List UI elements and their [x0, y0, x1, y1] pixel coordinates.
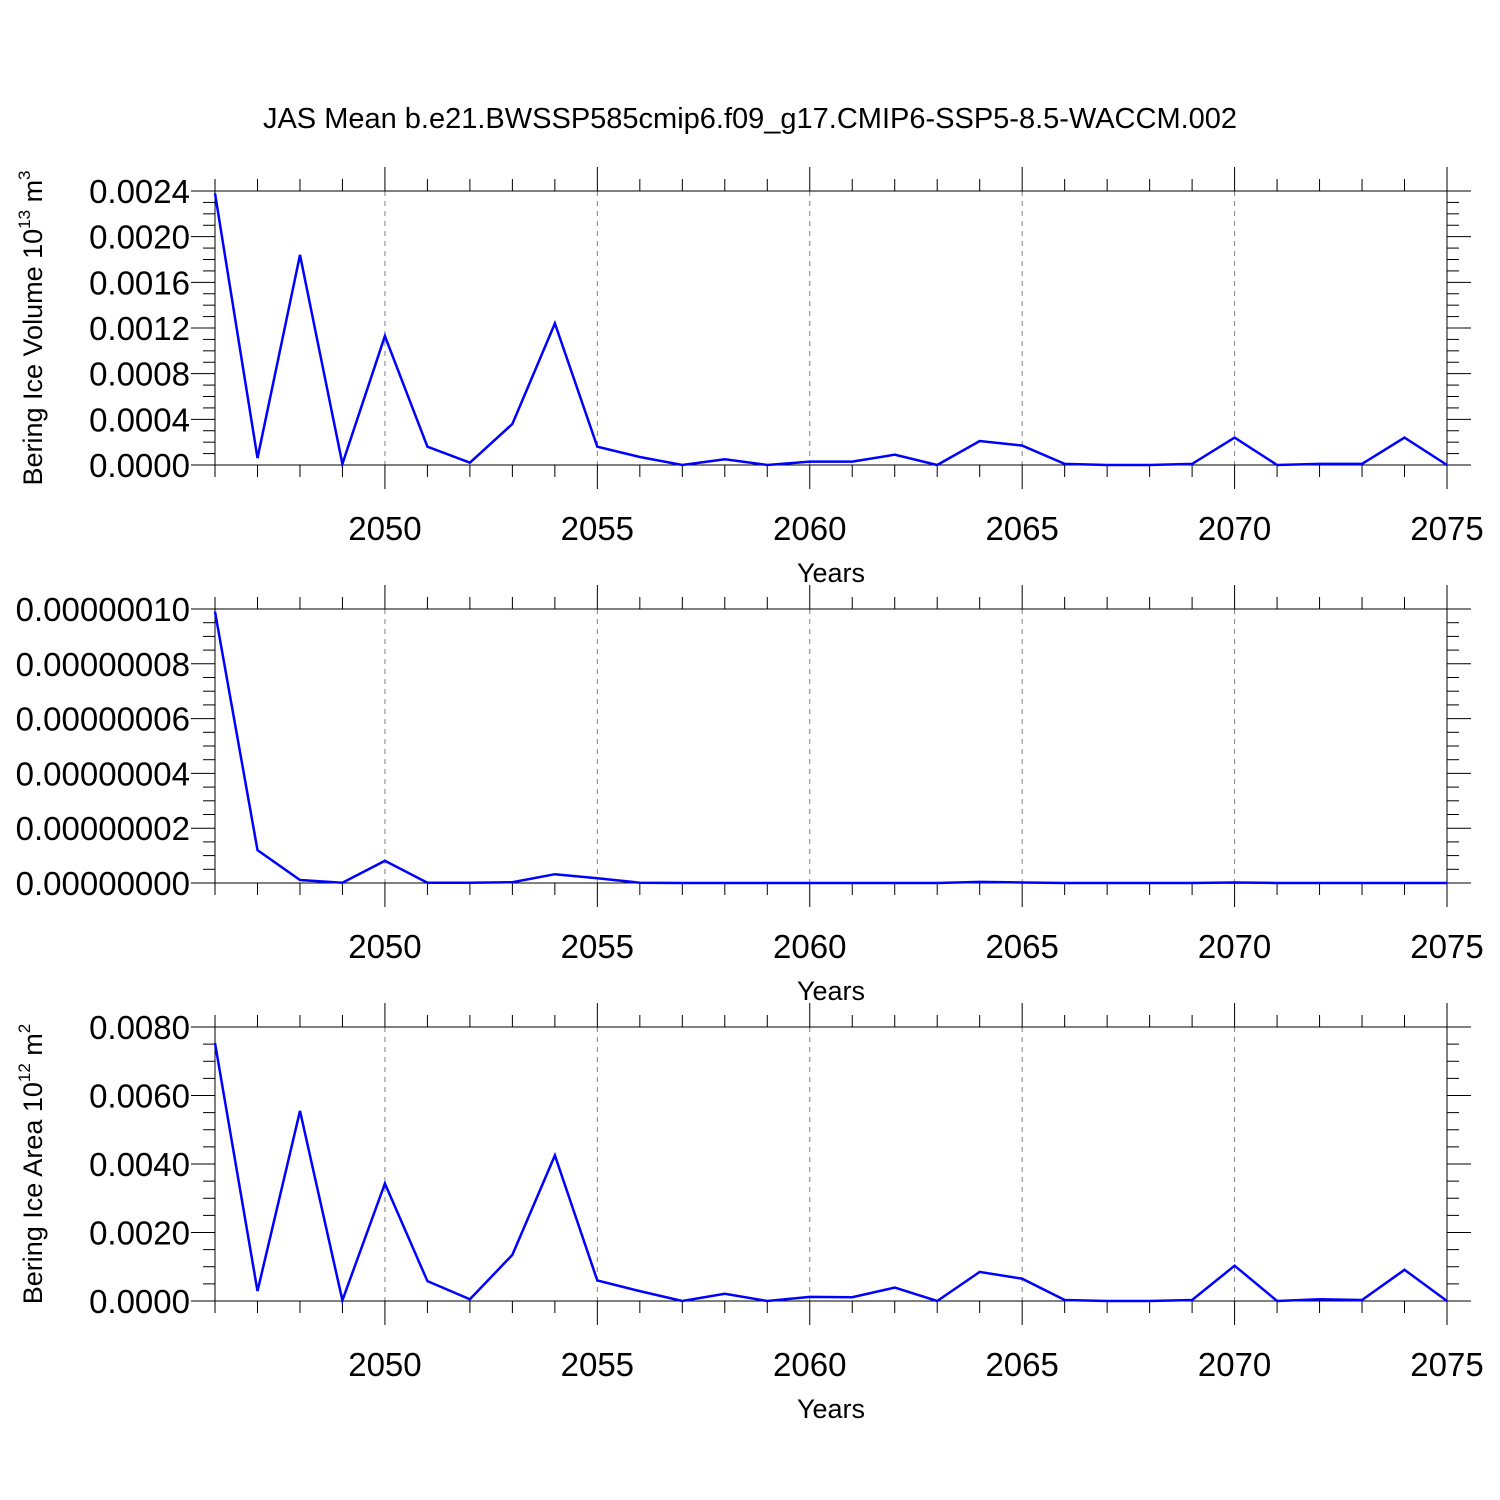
- x-tick-label: 2075: [1410, 510, 1483, 547]
- x-axis-label: Years: [797, 1394, 865, 1424]
- panel-1: 2050 2055 2060 2065 2070 2075 Years 0.0000 0.000…: [15, 167, 1484, 588]
- series-line: [213, 193, 1448, 469]
- y-axis-label: Bering Ice Area 1012 m2: [15, 1024, 48, 1305]
- y-tick-label: 0.0000: [89, 1283, 190, 1320]
- panel-3: 2050 2055 2060 2065 2070 2075 Years 0.0000 0.002…: [15, 1003, 1484, 1424]
- x-tick-label: 2075: [1410, 1346, 1483, 1383]
- x-tick-label: 2050: [348, 510, 421, 547]
- y-tick-label: 0.0020: [89, 219, 190, 256]
- plot-frame: [214, 1026, 1448, 1302]
- x-tick-label: 2075: [1410, 928, 1483, 965]
- panel-2: 2050 2055 2060 2065 2070 2075 Years 0.00000000 0…: [16, 585, 1484, 1006]
- y-tick-label: 0.00000010: [16, 591, 190, 628]
- x-axis-label: Years: [797, 976, 865, 1006]
- y-tick-label: 0.0020: [89, 1215, 190, 1252]
- x-tick-label: 2070: [1198, 928, 1271, 965]
- x-tick-label: 2060: [773, 928, 846, 965]
- y-tick-label: 0.00000004: [16, 755, 190, 792]
- y-tick-label: 0.0024: [89, 173, 190, 210]
- x-tick-label: 2070: [1198, 1346, 1271, 1383]
- x-tick-label: 2065: [985, 510, 1058, 547]
- y-tick-label: 0.00000000: [16, 865, 190, 902]
- x-tick-label: 2055: [561, 510, 634, 547]
- y-tick-label: 0.0080: [89, 1009, 190, 1046]
- x-tick-label: 2055: [561, 928, 634, 965]
- panels: 2050 2055 2060 2065 2070 2075 Years 0.0000 0.000…: [15, 167, 1484, 1424]
- y-tick-label: 0.0060: [89, 1078, 190, 1115]
- y-tick-label: 0.0040: [89, 1146, 190, 1183]
- y-tick-label: 0.0012: [89, 310, 190, 347]
- y-tick-label: 0.0000: [89, 447, 190, 484]
- x-tick-label: 2055: [561, 1346, 634, 1383]
- y-tick-label: 0.0016: [89, 264, 190, 301]
- x-tick-label: 2060: [773, 510, 846, 547]
- y-tick-label: 0.0004: [89, 401, 190, 438]
- y-tick-label: 0.00000008: [16, 646, 190, 683]
- figure-title: JAS Mean b.e21.BWSSP585cmip6.f09_g17.CMI…: [263, 103, 1237, 135]
- y-tick-label: 0.0008: [89, 356, 190, 393]
- x-axis-label: Years: [797, 558, 865, 588]
- y-tick-label: 0.00000006: [16, 701, 190, 738]
- series-line: [213, 1042, 1448, 1305]
- series-line: [213, 611, 1447, 885]
- x-tick-label: 2065: [985, 1346, 1058, 1383]
- y-tick-label: 0.00000002: [16, 810, 190, 847]
- x-tick-label: 2050: [348, 1346, 421, 1383]
- x-tick-label: 2070: [1198, 510, 1271, 547]
- x-tick-label: 2065: [985, 928, 1058, 965]
- x-tick-label: 2060: [773, 1346, 846, 1383]
- plot-frame: [214, 608, 1448, 884]
- y-axis-label: Bering Ice Volume 1013 m3: [15, 170, 48, 485]
- x-tick-label: 2050: [348, 928, 421, 965]
- plot-frame: [214, 190, 1448, 466]
